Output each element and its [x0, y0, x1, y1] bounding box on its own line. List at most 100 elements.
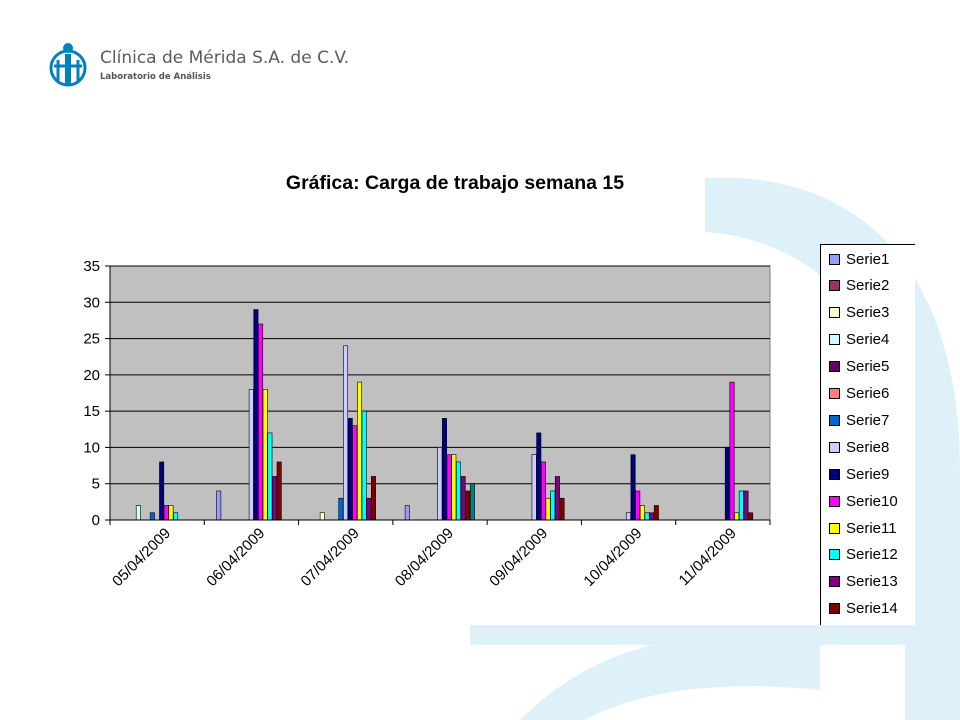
clinic-name: Clínica de Mérida S.A. de C.V. [100, 48, 350, 68]
bar [361, 410, 367, 521]
x-tick-label: 11/04/2009 [676, 525, 740, 589]
legend-item: Serie1 [829, 248, 889, 270]
legend-label: Serie4 [846, 331, 890, 349]
bar [734, 512, 740, 521]
bar [357, 381, 362, 521]
legend-item: Serie9 [829, 463, 889, 485]
legend-label: Serie11 [846, 519, 897, 537]
legend-label: Serie6 [846, 385, 890, 402]
x-tick-label: 10/04/2009 [580, 525, 645, 590]
bar [159, 461, 165, 521]
bar [639, 505, 645, 521]
legend-item: Serie4 [829, 329, 889, 351]
legend-item: Serie3 [829, 302, 889, 324]
legend-label: Serie9 [846, 465, 890, 483]
bar [729, 381, 735, 521]
bar [446, 454, 452, 521]
bar [253, 309, 259, 521]
bar [554, 476, 560, 521]
legend-label: Serie7 [846, 411, 890, 429]
legend-item: Serie14 [829, 598, 898, 620]
x-tick-label: 09/04/2009 [486, 525, 551, 590]
y-tick-label: 20 [83, 367, 100, 384]
watermark-arc-bottom [520, 634, 820, 720]
bar [338, 497, 344, 521]
bar [442, 418, 447, 521]
bar [267, 432, 273, 521]
bar [653, 505, 659, 521]
legend-swatch [829, 603, 840, 615]
bar [545, 497, 551, 521]
chart-legend: Serie1 Serie2 Serie3 Serie4 Serie5 Serie6 Seri… [820, 244, 915, 625]
legend-swatch [829, 388, 840, 399]
bar [451, 454, 457, 521]
legend-swatch [829, 576, 840, 588]
legend-item: Serie11 [829, 517, 897, 539]
bar [748, 512, 754, 521]
bar [649, 512, 655, 521]
bar [455, 461, 461, 521]
chart-canvas: 0 5 10 15 20 25 30 35 05/04/2009 06/04/2009 07/04/… [83, 258, 771, 590]
y-tick-label: 15 [83, 403, 100, 420]
legend-label: Serie3 [846, 304, 890, 322]
bar [173, 512, 179, 521]
bar [460, 476, 466, 521]
legend-swatch [829, 414, 840, 426]
bar [635, 490, 641, 521]
x-tick-label: 06/04/2009 [203, 525, 268, 590]
legend-swatch [829, 495, 840, 507]
legend-item: Serie5 [829, 356, 889, 378]
x-tick-label: 08/04/2009 [392, 525, 457, 590]
legend-item: Serie6 [829, 383, 889, 405]
legend-item: Serie12 [829, 544, 898, 566]
legend-label: Serie10 [846, 492, 898, 510]
clinic-logo-icon [49, 43, 87, 87]
bar [738, 490, 744, 521]
legend-label: Serie5 [846, 358, 890, 376]
y-tick-label: 5 [92, 476, 100, 493]
x-tick-label: 05/04/2009 [109, 525, 174, 590]
bar [743, 490, 749, 521]
watermark-band [470, 625, 930, 645]
bar [644, 512, 650, 521]
y-tick-label: 30 [83, 294, 100, 311]
bar [262, 389, 268, 521]
bar [465, 490, 471, 521]
legend-item: Serie13 [829, 571, 898, 593]
legend-item: Serie7 [829, 409, 889, 431]
bar [168, 505, 174, 521]
bar [343, 345, 349, 521]
bar [319, 512, 325, 521]
legend-item: Serie2 [829, 275, 889, 297]
bar [531, 454, 537, 521]
bar [216, 490, 222, 521]
legend-label: Serie2 [846, 277, 890, 295]
legend-label: Serie12 [846, 546, 898, 564]
legend-swatch [829, 280, 840, 292]
bar [630, 454, 636, 521]
bar [366, 497, 372, 521]
bar [625, 512, 631, 521]
legend-label: Serie14 [846, 600, 898, 618]
bar [352, 425, 358, 521]
legend-item: Serie10 [829, 490, 898, 512]
legend-swatch [829, 334, 840, 346]
legend-item: Serie8 [829, 436, 889, 458]
clinic-header: Clínica de Mérida S.A. de C.V. Laborator… [48, 42, 468, 94]
bar [404, 505, 410, 521]
legend-label: Serie1 [846, 250, 890, 268]
bar [536, 432, 542, 521]
bar [550, 490, 556, 521]
y-tick-label: 35 [83, 258, 100, 275]
legend-swatch [829, 549, 840, 561]
legend-swatch [829, 468, 840, 480]
bar [248, 389, 254, 521]
legend-label: Serie13 [846, 573, 898, 591]
legend-swatch [829, 522, 840, 534]
clinic-subtitle: Laboratorio de Análisis [100, 72, 211, 82]
legend-label: Serie8 [846, 438, 890, 456]
bar [540, 461, 546, 521]
bar [437, 447, 443, 521]
chart-title: Gráfica: Carga de trabajo semana 15 [285, 172, 625, 194]
legend-swatch [829, 441, 840, 453]
